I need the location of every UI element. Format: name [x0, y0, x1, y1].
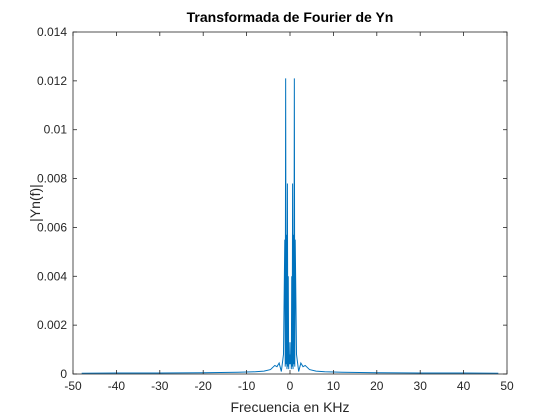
- x-tick-label: 0: [287, 379, 294, 393]
- series-line-0: [81, 78, 499, 374]
- x-axis-ticks: -50 -40 -30 -20 -10 0 10 20 30 40 50: [64, 32, 514, 393]
- x-tick-label: -20: [195, 379, 213, 393]
- x-tick-label: 10: [327, 379, 341, 393]
- y-axis-label: |Yn(f)|: [27, 184, 43, 222]
- chart-title: Transformada de Fourier de Yn: [187, 9, 394, 25]
- y-tick-label: 0.014: [37, 25, 67, 39]
- y-tick-label: 0.006: [37, 220, 67, 234]
- x-axis-label: Frecuencia en KHz: [230, 399, 349, 415]
- x-tick-label: -50: [64, 379, 82, 393]
- x-tick-label: -30: [151, 379, 169, 393]
- y-tick-label: 0.002: [37, 318, 67, 332]
- y-tick-label: 0.008: [37, 172, 67, 186]
- series-layer: [81, 78, 499, 374]
- y-tick-label: 0: [60, 367, 67, 381]
- x-tick-label: -10: [238, 379, 256, 393]
- y-tick-label: 0.004: [37, 269, 67, 283]
- x-tick-label: 30: [414, 379, 428, 393]
- y-tick-label: 0.012: [37, 74, 67, 88]
- x-tick-label: -40: [108, 379, 126, 393]
- x-tick-label: 40: [457, 379, 471, 393]
- x-tick-label: 20: [370, 379, 384, 393]
- plot-area: [73, 32, 507, 374]
- y-tick-label: 0.01: [44, 123, 68, 137]
- x-tick-label: 50: [500, 379, 514, 393]
- y-axis-ticks: 0 0.002 0.004 0.006 0.008 0.01 0.012 0.014: [37, 25, 507, 381]
